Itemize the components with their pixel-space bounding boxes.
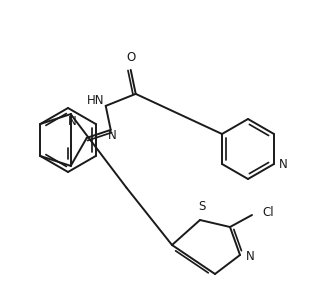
Text: N: N bbox=[246, 249, 255, 263]
Text: S: S bbox=[198, 200, 206, 213]
Text: HN: HN bbox=[87, 94, 105, 107]
Text: N: N bbox=[108, 129, 117, 142]
Text: N: N bbox=[68, 115, 77, 128]
Text: Cl: Cl bbox=[262, 206, 274, 220]
Text: O: O bbox=[126, 51, 135, 64]
Text: N: N bbox=[279, 157, 288, 171]
